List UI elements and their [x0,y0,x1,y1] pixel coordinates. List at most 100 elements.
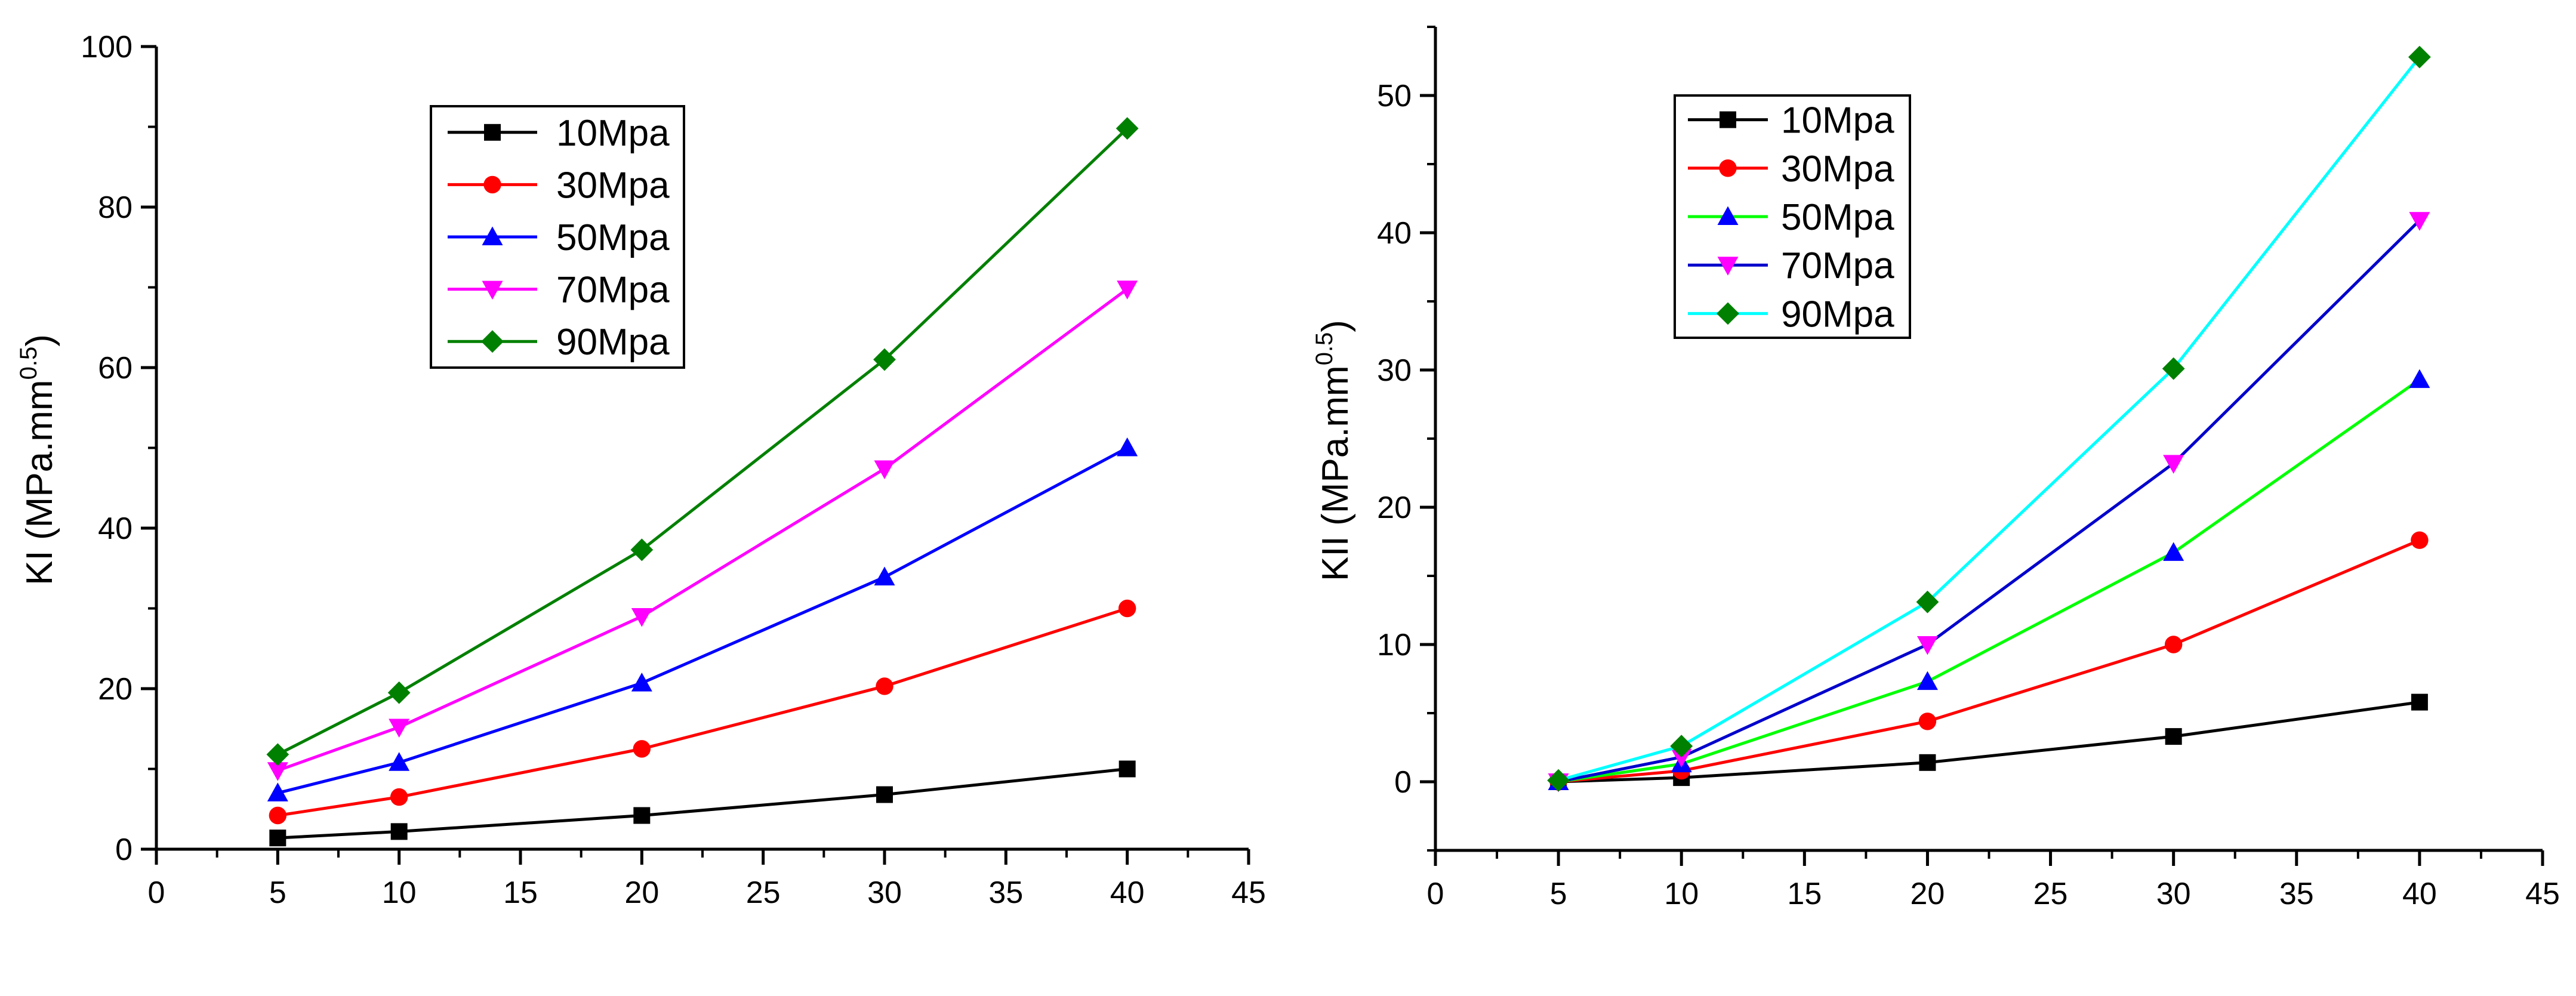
y-tick-label: 20 [1377,491,1412,525]
x-tick-label: 0 [1427,877,1444,911]
data-point-90Mpa [387,681,411,704]
x-tick-label: 20 [1911,877,1945,911]
data-point-90Mpa [873,348,896,371]
data-point-50Mpa [631,673,652,692]
legend-marker-10Mpa [484,124,501,141]
data-point-10Mpa [1919,754,1936,771]
y-axis-title: KII (MPa.mm0.5) [1311,320,1356,581]
y-tick-label: 40 [1377,216,1412,251]
legend-label-50Mpa: 50Mpa [1781,197,1894,238]
x-tick-label: 35 [2279,877,2314,911]
y-axis-title-superscript: 0.5 [1311,332,1338,366]
x-tick-label: 25 [746,875,781,910]
data-point-70Mpa [1117,280,1138,300]
data-point-50Mpa [1916,671,1938,690]
x-tick-label: 10 [1664,877,1699,911]
data-point-90Mpa [1116,117,1139,140]
data-point-70Mpa [2163,455,2184,474]
data-point-10Mpa [2411,693,2428,711]
data-point-70Mpa [631,608,652,627]
data-point-90Mpa [2162,357,2185,380]
data-point-70Mpa [389,719,410,738]
data-point-50Mpa [2409,369,2430,388]
x-tick-label: 45 [1231,875,1266,910]
legend-label-70Mpa: 70Mpa [1781,245,1894,286]
data-point-30Mpa [876,677,893,695]
data-point-30Mpa [1918,713,1937,730]
data-point-10Mpa [390,823,408,840]
data-point-50Mpa [1117,437,1138,457]
x-tick-label: 40 [1110,875,1145,910]
data-point-70Mpa [267,762,288,781]
data-point-70Mpa [2409,212,2430,231]
y-axis-title-close: ) [19,334,60,347]
x-tick-label: 5 [269,875,286,910]
legend-marker-50Mpa [1717,206,1739,225]
legend-label-90Mpa: 90Mpa [1781,294,1894,335]
x-tick-label: 25 [2033,877,2068,911]
data-point-70Mpa [874,460,895,479]
data-point-90Mpa [1547,769,1570,792]
y-tick-label: 80 [98,190,133,225]
data-point-90Mpa [1916,590,1939,613]
data-point-10Mpa [633,807,651,824]
data-point-30Mpa [633,740,651,758]
legend-marker-50Mpa [482,226,503,245]
y-tick-label: 10 [1377,628,1412,662]
data-point-10Mpa [876,786,893,803]
y-axis-title-superscript: 0.5 [16,347,42,380]
legend-marker-70Mpa [1717,257,1739,276]
data-point-50Mpa [389,752,410,771]
data-point-10Mpa [269,830,286,847]
y-axis-title: KI (MPa.mm0.5) [16,334,60,585]
x-tick-label: 15 [503,875,538,910]
x-tick-label: 35 [988,875,1023,910]
y-tick-label: 50 [1377,79,1412,113]
data-point-90Mpa [630,538,654,562]
legend-marker-70Mpa [482,280,503,300]
x-tick-label: 20 [624,875,659,910]
y-tick-label: 0 [1394,765,1412,800]
y-tick-label: 20 [98,672,133,707]
x-tick-label: 5 [1550,877,1567,911]
y-tick-label: 100 [81,30,133,64]
y-axis-title-close: ) [1315,320,1356,332]
x-tick-label: 10 [382,875,417,910]
data-point-50Mpa [267,782,288,801]
x-tick-label: 40 [2402,877,2437,911]
data-point-30Mpa [390,788,408,806]
legend-marker-30Mpa [1719,159,1737,177]
y-tick-label: 0 [115,832,133,867]
x-tick-label: 45 [2525,877,2560,911]
legend-label-10Mpa: 10Mpa [1781,100,1894,141]
data-point-10Mpa [2165,728,2182,745]
data-point-30Mpa [1118,599,1136,618]
y-axis-title-main: KI (MPa.mm [19,380,60,585]
chart-kii: 0 5 10 15 20 25 30 35 40 45 0 10 20 30 40 50 KII (MPa.mm… [1311,26,2560,911]
data-point-30Mpa [2164,636,2183,653]
legend-label-70Mpa: 70Mpa [556,270,670,311]
data-point-90Mpa [266,743,289,766]
legend-marker-90Mpa [1717,302,1739,325]
legend-label-10Mpa: 10Mpa [556,113,670,154]
legend-label-90Mpa: 90Mpa [556,322,670,363]
y-tick-label: 60 [98,351,133,386]
x-tick-label: 30 [2156,877,2191,911]
data-point-30Mpa [2411,531,2429,549]
y-tick-label: 30 [1377,353,1412,388]
y-axis-title-main: KII (MPa.mm [1315,365,1356,581]
y-tick-label: 40 [98,511,133,546]
legend-label-30Mpa: 30Mpa [556,165,670,206]
data-point-90Mpa [2408,45,2431,69]
x-tick-label: 15 [1787,877,1822,911]
legend-marker-10Mpa [1720,111,1736,128]
x-tick-label: 30 [867,875,902,910]
x-tick-label: 0 [148,875,165,910]
legend-marker-30Mpa [483,175,501,194]
chart-ki: 0 5 10 15 20 25 30 35 40 45 0 20 40 60 80 100 KI (MPa.mm… [16,30,1266,910]
data-point-30Mpa [269,806,287,825]
legend-label-50Mpa: 50Mpa [556,217,670,258]
